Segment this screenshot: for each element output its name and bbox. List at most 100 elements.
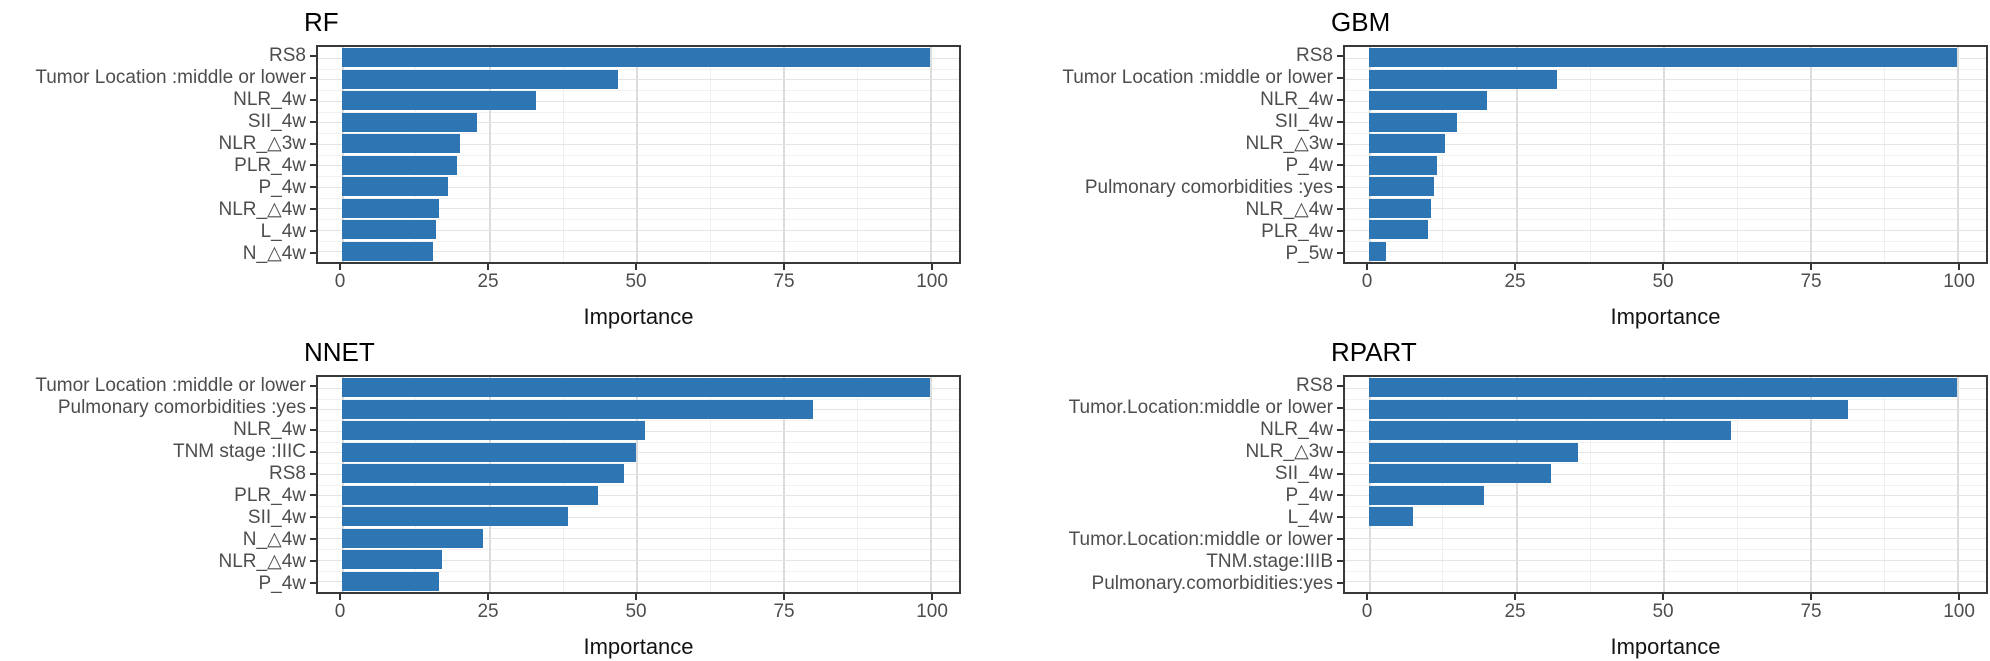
gridline-horizontal-minor: [1345, 111, 1986, 113]
gridline-horizontal-minor: [1345, 441, 1986, 443]
y-axis-row: TNM.stage:IIIB: [995, 550, 1343, 572]
y-tick-mark: [310, 582, 316, 585]
gridline-vertical-major: [1957, 377, 1960, 592]
y-tick-mark: [310, 142, 316, 145]
y-axis-label: RS8: [1296, 375, 1333, 397]
gridline-vertical-major: [1368, 377, 1371, 592]
chart-canvas: RS8 Tumor.Location:middle or lower NLR_4w N…: [995, 375, 1990, 626]
y-tick-mark: [1337, 252, 1343, 255]
gridline-horizontal-minor: [1345, 570, 1986, 572]
y-axis-row: L_4w: [0, 220, 316, 242]
importance-bar: [1368, 378, 1958, 398]
plot-panel: [1343, 45, 1988, 264]
y-axis-row: TNM stage :IIIC: [0, 441, 316, 463]
x-axis-title: Importance: [1610, 304, 1721, 329]
gridline-horizontal-minor: [318, 463, 959, 464]
gridline-horizontal-minor: [1345, 197, 1986, 199]
y-tick-mark: [1337, 560, 1343, 563]
x-tick-label: 0: [1361, 271, 1373, 292]
y-axis-label: TNM.stage:IIIB: [1206, 550, 1333, 572]
importance-bar: [341, 507, 569, 527]
y-axis-labels: RS8 Tumor Location :middle or lower NLR_4w…: [0, 45, 316, 264]
x-tick-mark: [1365, 264, 1368, 270]
x-tick-mark: [1662, 264, 1665, 270]
y-tick-mark: [310, 560, 316, 563]
y-axis-label: Tumor Location :middle or lower: [1062, 67, 1333, 89]
x-tick-label: 0: [334, 271, 346, 292]
y-tick-mark: [310, 538, 316, 541]
gridline-horizontal-major: [1345, 452, 1986, 454]
y-axis-row: NLR_4w: [0, 419, 316, 441]
y-axis-label: Tumor Location :middle or lower: [35, 67, 306, 89]
y-axis-label: N_△4w: [242, 528, 306, 550]
importance-bar: [341, 220, 436, 240]
importance-bar: [341, 550, 442, 570]
y-axis-label: TNM stage :IIIC: [172, 441, 306, 463]
y-tick-mark: [1337, 142, 1343, 145]
x-tick-mark: [1514, 264, 1517, 270]
gridline-horizontal-minor: [318, 441, 959, 443]
gridline-vertical-major: [1957, 47, 1960, 262]
y-axis-row: NLR_△3w: [995, 441, 1343, 463]
y-axis-label: PLR_4w: [234, 154, 306, 176]
gridline-horizontal-major: [1345, 143, 1986, 145]
y-axis-label: Tumor.Location:middle or lower: [1068, 397, 1333, 419]
y-tick-mark: [1337, 164, 1343, 167]
chart-title-rf: RF: [304, 7, 339, 37]
y-axis-label: Tumor Location :middle or lower: [35, 375, 306, 397]
gridline-horizontal-minor: [1345, 398, 1986, 400]
x-tick-mark: [1810, 594, 1813, 600]
y-axis-row: PLR_4w: [0, 485, 316, 507]
gridline-horizontal-major: [318, 516, 959, 518]
y-tick-mark: [310, 98, 316, 101]
y-tick-mark: [1337, 494, 1343, 497]
chart-canvas: Tumor Location :middle or lower Pulmonary…: [0, 375, 995, 626]
gridline-vertical-major: [783, 47, 786, 262]
gridline-vertical-major: [1810, 377, 1813, 592]
importance-bar: [341, 112, 478, 132]
x-tick-label: 25: [477, 601, 499, 622]
gridline-horizontal-minor: [1345, 484, 1986, 486]
x-tick-label: 100: [1943, 601, 1975, 622]
y-axis-row: Tumor Location :middle or lower: [0, 375, 316, 397]
gridline-horizontal-major: [1345, 79, 1986, 81]
y-tick-mark: [1337, 472, 1343, 475]
gridline-horizontal-minor: [318, 549, 959, 550]
gridline-horizontal-minor: [318, 506, 959, 507]
gridline-horizontal-major: [318, 559, 959, 561]
x-tick-label: 25: [477, 271, 499, 292]
gridline-horizontal-major: [1345, 538, 1986, 540]
x-axis-title: Importance: [583, 304, 694, 329]
gridline-horizontal-minor: [318, 154, 959, 156]
y-axis-label: P_4w: [258, 176, 306, 198]
y-axis-row: SII_4w: [995, 463, 1343, 485]
x-tick-mark: [783, 264, 786, 270]
gridline-horizontal-major: [318, 79, 959, 81]
gridline-horizontal-minor: [318, 527, 959, 529]
y-axis-row: Pulmonary comorbidities :yes: [995, 176, 1343, 198]
gridline-horizontal-major: [1345, 186, 1986, 188]
x-axis: 0 25 50 75 100: [1343, 594, 1988, 626]
y-tick-mark: [310, 54, 316, 57]
y-axis-row: NLR_△3w: [995, 133, 1343, 155]
y-axis-label: RS8: [1296, 45, 1333, 67]
importance-bar: [341, 198, 439, 218]
gridline-horizontal-minor: [318, 176, 959, 177]
gridline-horizontal-major: [318, 473, 959, 475]
importance-bar: [1368, 241, 1387, 261]
gridline-vertical-major: [930, 377, 933, 592]
gridline-horizontal-major: [1345, 208, 1986, 210]
x-tick-mark: [1662, 594, 1665, 600]
gridline-horizontal-minor: [1345, 240, 1986, 242]
importance-bar: [341, 91, 537, 111]
x-tick-mark: [931, 264, 934, 270]
importance-bar: [1368, 464, 1552, 484]
gridline-horizontal-major: [318, 251, 959, 253]
y-axis-label: P_5w: [1285, 242, 1333, 264]
gridline-horizontal-major: [1345, 251, 1986, 253]
x-tick-label: 75: [773, 271, 795, 292]
gridline-horizontal-minor: [1345, 527, 1986, 529]
y-tick-mark: [310, 384, 316, 387]
importance-bar: [341, 177, 448, 197]
